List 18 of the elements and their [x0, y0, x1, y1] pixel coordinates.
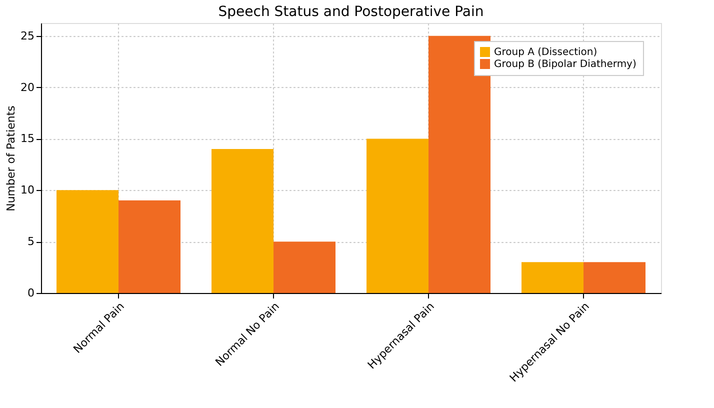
- bar: [366, 138, 428, 293]
- bar: [118, 200, 180, 293]
- y-axis-title: Number of Patients: [4, 105, 18, 212]
- bar: [584, 262, 646, 293]
- y-tick-label: 20: [20, 80, 34, 94]
- y-tick-label: 10: [20, 184, 34, 197]
- legend-label: Group A (Dissection): [494, 47, 598, 58]
- y-tick-label: 25: [20, 29, 34, 42]
- bar: [212, 149, 274, 293]
- legend-label: Group B (Bipolar Diathermy): [494, 59, 636, 70]
- bar: [56, 190, 118, 293]
- y-tick-label: 15: [20, 132, 34, 146]
- y-tick-label: 0: [28, 286, 34, 300]
- bar: [522, 262, 584, 293]
- chart-title: Speech Status and Postoperative Pain: [218, 4, 484, 20]
- bar: [274, 242, 336, 293]
- y-tick-label: 5: [28, 235, 34, 248]
- bar: [428, 36, 490, 293]
